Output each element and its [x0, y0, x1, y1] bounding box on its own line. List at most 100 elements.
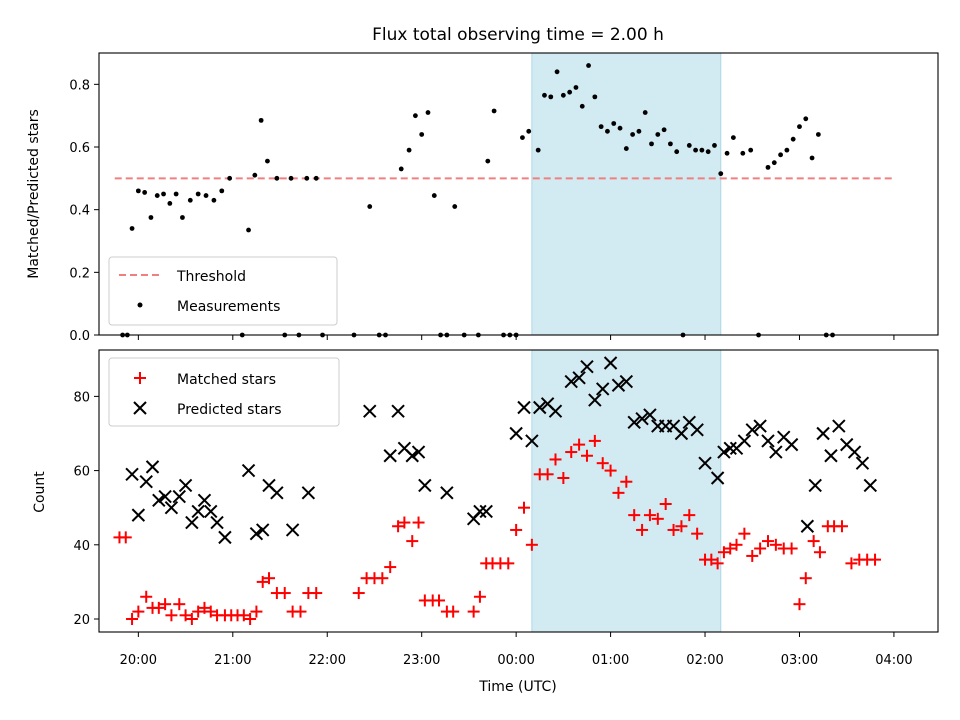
- bottom-plus-point: [256, 575, 269, 588]
- top-dot-point: [135, 188, 141, 194]
- bottom-cross-point: [517, 400, 531, 415]
- legend-predicted-label: Predicted stars: [177, 402, 282, 418]
- bottom-cross-point: [800, 519, 815, 533]
- cross-b: [674, 426, 689, 441]
- bottom-y-axis-label: Count: [32, 471, 48, 513]
- cross-b: [397, 441, 412, 456]
- bottom-cross-point: [717, 445, 731, 459]
- top-dot-point: [542, 92, 547, 98]
- cross-b: [363, 404, 377, 418]
- bottom-cross-point: [158, 489, 172, 504]
- top-panel: 0.0 0.2 0.4 0.6 0.8: [69, 52, 939, 344]
- cross-b: [611, 378, 626, 392]
- bottom-plus-point: [793, 598, 806, 611]
- cross-b: [473, 504, 487, 519]
- bottom-plus-point: [691, 527, 704, 540]
- cross-b: [635, 411, 649, 426]
- bottom-plus-point: [738, 527, 751, 540]
- top-dot-point: [790, 136, 796, 142]
- cross-b: [808, 478, 822, 493]
- top-dot-point: [313, 175, 319, 181]
- bottom-plus-point: [294, 605, 307, 618]
- bottom-cross-point: [753, 419, 767, 433]
- bottom-cross-point: [548, 404, 563, 418]
- bottom-cross-point: [411, 445, 426, 459]
- cross-b: [204, 504, 218, 519]
- top-dot-point: [173, 191, 179, 197]
- bottom-plus-point: [198, 601, 211, 614]
- top-dot-point: [274, 175, 280, 181]
- top-dot-point: [195, 191, 201, 197]
- cross-b: [698, 456, 712, 470]
- cross-b: [723, 441, 737, 456]
- top-highlight-span: [531, 52, 722, 336]
- cross-b: [596, 382, 610, 396]
- top-dot-point: [560, 92, 566, 98]
- bottom-cross-point: [139, 475, 153, 489]
- bottom-plus-point: [525, 538, 538, 551]
- x-axis-label: Time (UTC): [478, 679, 556, 695]
- bottom-plus-point: [126, 613, 139, 626]
- bottom-cross-point: [145, 460, 160, 474]
- bottom-axes-frame: [98, 349, 939, 633]
- top-dot-point: [431, 193, 437, 198]
- cross-b: [405, 449, 419, 463]
- bottom-plus-point: [310, 587, 323, 600]
- cross-b: [383, 449, 397, 463]
- top-dot-point: [180, 215, 185, 220]
- bottom-plus-point: [683, 509, 696, 522]
- cross-b: [832, 419, 846, 433]
- top-dot-point: [535, 147, 541, 153]
- bottom-plus-point: [173, 598, 186, 611]
- cross-b: [145, 460, 160, 474]
- bottom-cross-point: [832, 419, 846, 433]
- x-tick-labels: 20:00 21:00 22:00 23:00 00:00 01:00 02:00 03:00…: [120, 653, 913, 668]
- bottom-cross-point: [847, 445, 862, 459]
- top-dot-point: [367, 204, 373, 209]
- x-tick-label: 03:00: [781, 653, 818, 668]
- bottom-cross-point: [580, 359, 594, 374]
- bottom-plus-point: [473, 590, 486, 603]
- top-dot-point: [630, 132, 636, 137]
- top-dot-point: [699, 147, 705, 153]
- bottom-cross-point: [769, 445, 783, 459]
- top-y-tick-label: 0.4: [69, 204, 90, 219]
- top-dot-point: [548, 94, 554, 100]
- top-dot-point: [304, 175, 310, 181]
- bottom-cross-point: [185, 515, 199, 530]
- bottom-plus-point: [769, 538, 782, 551]
- top-dot-point: [815, 132, 821, 137]
- top-dot-point: [398, 166, 404, 172]
- bottom-plus-point: [159, 598, 172, 611]
- bottom-cross-point: [808, 478, 822, 493]
- bottom-y-tick-label: 20: [73, 613, 90, 628]
- bottom-cross-point: [152, 493, 166, 507]
- top-dot-point: [771, 160, 777, 166]
- top-dot-point: [491, 108, 497, 114]
- cross-b: [690, 423, 704, 437]
- top-dot-point: [526, 128, 532, 134]
- top-y-tick-label: 0.6: [69, 141, 90, 156]
- x-tick-label: 22:00: [309, 653, 346, 668]
- x-tick-label: 20:00: [120, 653, 157, 668]
- cross-b: [753, 419, 767, 433]
- bottom-cross-point: [572, 371, 586, 385]
- cross-b: [210, 515, 224, 530]
- top-dot-point: [246, 227, 251, 233]
- top-y-axis-label: Matched/Predicted stars: [26, 109, 42, 279]
- bottom-cross-point: [525, 434, 539, 448]
- top-dot-point: [227, 175, 233, 181]
- cross-b: [131, 508, 146, 522]
- cross-b: [164, 500, 179, 515]
- top-dot-point: [573, 85, 579, 90]
- cross-b: [777, 430, 791, 444]
- legend-matched-label: Matched stars: [177, 372, 276, 388]
- bottom-plus-point: [384, 561, 397, 574]
- cross-b: [784, 437, 799, 452]
- top-dot-point: [288, 175, 294, 181]
- bottom-cross-point: [363, 404, 377, 418]
- bottom-plus-point: [565, 446, 578, 459]
- cross-b: [839, 437, 854, 452]
- bottom-cross-point: [635, 411, 649, 426]
- top-dot-point: [636, 128, 642, 134]
